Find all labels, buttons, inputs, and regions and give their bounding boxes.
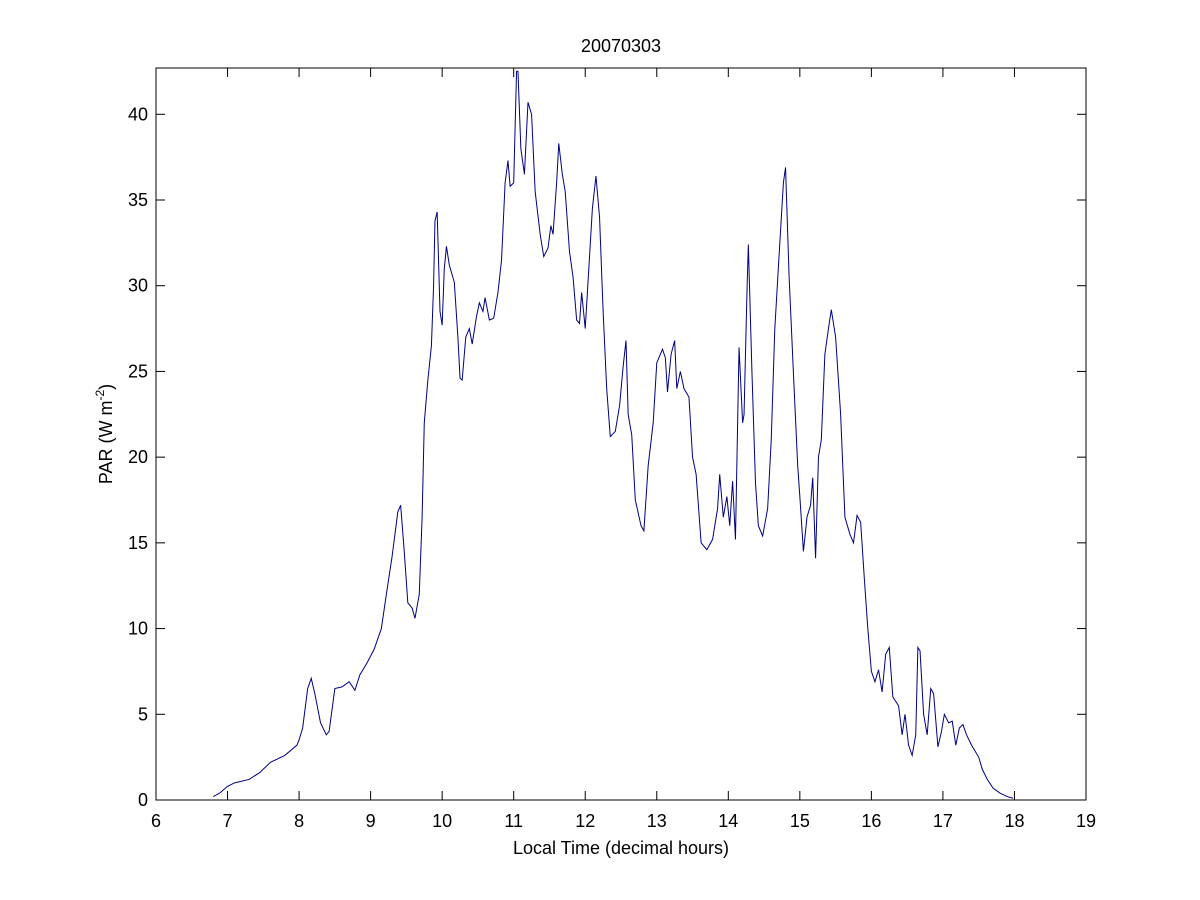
y-tick-label: 40 <box>128 104 148 124</box>
x-tick-label: 15 <box>790 811 810 831</box>
y-tick-label: 0 <box>138 790 148 810</box>
y-axis-label: PAR (W m-2) <box>93 384 116 484</box>
plot-frame <box>155 67 1087 801</box>
y-tick-label: 30 <box>128 276 148 296</box>
x-tick-label: 11 <box>504 811 523 831</box>
y-axis-label-superscript: -2 <box>93 390 107 401</box>
y-tick-label: 15 <box>128 533 148 553</box>
y-tick-label: 20 <box>128 447 148 467</box>
chart-title: 20070303 <box>581 36 661 56</box>
data-line <box>212 70 1014 799</box>
x-tick-label: 18 <box>1004 811 1024 831</box>
x-axis-label: Local Time (decimal hours) <box>513 838 729 858</box>
x-tick-label: 6 <box>151 811 161 831</box>
x-tick-label: 14 <box>718 811 738 831</box>
x-tick-label: 8 <box>294 811 304 831</box>
x-tick-label: 19 <box>1076 811 1096 831</box>
y-tick-label: 10 <box>128 619 148 639</box>
y-axis-label-text: PAR (W m <box>96 401 116 485</box>
x-tick-label: 12 <box>575 811 595 831</box>
y-axis-label-end: ) <box>96 384 116 390</box>
x-tick-label: 10 <box>432 811 452 831</box>
y-tick-label: 25 <box>128 361 148 381</box>
x-tick-label: 7 <box>223 811 233 831</box>
y-tick-label: 5 <box>138 704 148 724</box>
x-tick-label: 9 <box>366 811 376 831</box>
x-tick-label: 17 <box>933 811 953 831</box>
x-tick-label: 13 <box>647 811 667 831</box>
x-tick-label: 16 <box>861 811 881 831</box>
y-tick-label: 35 <box>128 190 148 210</box>
